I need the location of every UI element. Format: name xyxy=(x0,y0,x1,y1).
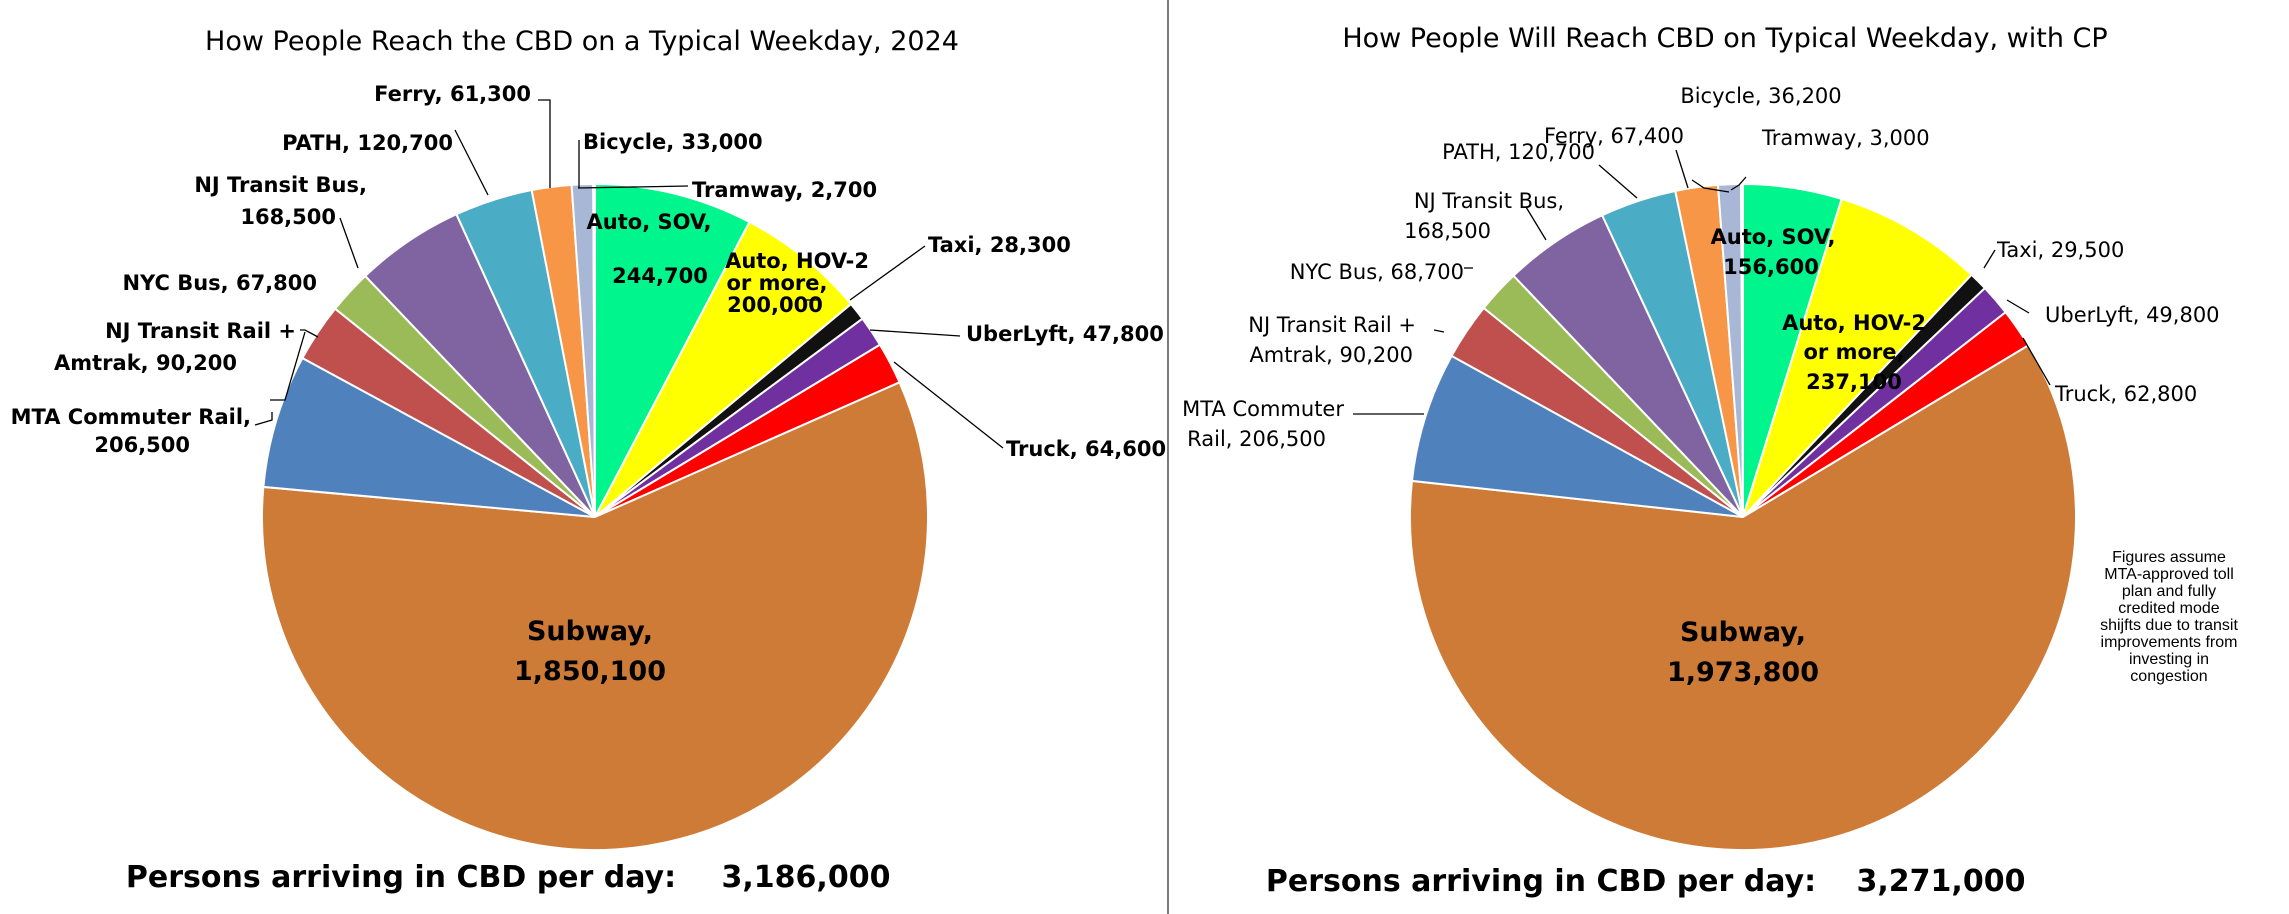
label-subway-value: 1,850,100 xyxy=(514,656,666,687)
pie-chart-cp: How People Will Reach CBD on Typical Wee… xyxy=(1182,23,2238,899)
label-subway-value: 1,973,800 xyxy=(1667,657,1819,688)
chart-panel-2024: How People Reach the CBD on a Typical We… xyxy=(11,26,1166,895)
label-truck: Truck, 62,800 xyxy=(2054,382,2197,406)
leader-ferry xyxy=(538,99,551,188)
label-njbus-line2: 168,500 xyxy=(240,205,336,229)
note-line: MTA-approved toll xyxy=(2104,566,2234,583)
leader-truck xyxy=(893,361,1004,449)
label-hov-line1: Auto, HOV-2 xyxy=(725,249,869,273)
pie-slices xyxy=(261,182,929,851)
label-nycbus: NYC Bus, 68,700 xyxy=(1290,260,1464,284)
label-bicycle: Bicycle, 33,000 xyxy=(583,130,763,154)
label-njrail-line1: NJ Transit Rail + xyxy=(105,319,296,343)
leader-lines xyxy=(1353,149,2051,415)
label-sov-value: 244,700 xyxy=(612,264,708,288)
note-line: Figures assume xyxy=(2112,549,2226,566)
label-hov-line2: or more, xyxy=(727,271,828,295)
label-hov-line2: or more, xyxy=(1804,340,1905,364)
label-truck: Truck, 64,600 xyxy=(1006,437,1166,461)
label-taxi: Taxi, 28,300 xyxy=(928,233,1071,257)
note-line: credited mode xyxy=(2118,600,2219,617)
leader-ferry xyxy=(1675,149,1689,189)
pie-slice-auto-hov-2-or-more xyxy=(594,220,853,518)
total-value: 3,271,000 xyxy=(1857,864,2026,899)
label-sov-value: 156,600 xyxy=(1723,255,1819,279)
leader-path xyxy=(1598,164,1638,199)
label-njbus-line2: 168,500 xyxy=(1404,219,1491,243)
label-tramway: Tramway, 3,000 xyxy=(1761,126,1930,150)
leader-tramway xyxy=(1691,179,1730,193)
label-tramway: Tramway, 2,700 xyxy=(692,178,877,202)
label-mta-line1: MTA Commuter Rail, xyxy=(11,405,251,429)
label-subway: Subway, xyxy=(1680,617,1806,648)
label-hov-line3: 200,000 xyxy=(727,293,823,317)
note-line: shijfts due to transit xyxy=(2100,617,2238,634)
leader-njbus xyxy=(1525,206,1547,241)
label-subway: Subway, xyxy=(527,616,653,647)
pie-slice-mta-commuter-rail xyxy=(262,356,596,518)
note-line: investing in xyxy=(2129,651,2209,668)
pie-slice-auto-sov xyxy=(594,182,751,518)
leader-njbus xyxy=(339,217,359,269)
label-njrail-line2: Amtrak, 90,200 xyxy=(1249,343,1413,367)
note-line: congestion xyxy=(2130,668,2207,685)
label-sov: Auto, SOV, xyxy=(1711,225,1836,249)
leader-bicycle xyxy=(1730,176,1747,191)
panel-divider xyxy=(1167,0,1169,914)
leader-taxi xyxy=(849,245,926,301)
total-value: 3,186,000 xyxy=(722,860,891,895)
label-taxi: Taxi, 29,500 xyxy=(1996,238,2124,262)
leader-uber xyxy=(869,329,961,337)
label-ferry: Ferry, 67,400 xyxy=(1544,124,1684,148)
leader-path xyxy=(454,129,489,196)
label-mta-line1: MTA Commuter xyxy=(1182,397,1344,421)
label-mta-line2: 206,500 xyxy=(94,433,190,457)
total-caption: Persons arriving in CBD per day: xyxy=(1266,864,1816,899)
chart-panel-cp: How People Will Reach CBD on Typical Wee… xyxy=(1169,0,2289,914)
leader-nycbus xyxy=(300,329,319,338)
label-path: PATH, 120,700 xyxy=(282,131,453,155)
label-hov-line1: Auto, HOV-2 xyxy=(1782,311,1926,335)
label-njrail-line1: NJ Transit Rail + xyxy=(1248,313,1416,337)
label-sov: Auto, SOV, xyxy=(587,210,712,234)
leader-njrail xyxy=(1433,329,1445,333)
leader-uber xyxy=(2006,299,2030,314)
chart-title: How People Reach the CBD on a Typical We… xyxy=(205,26,959,57)
pie-slices xyxy=(1409,182,2078,851)
pie-slice-subway xyxy=(1409,343,2078,851)
label-path: PATH, 120,700 xyxy=(1442,140,1595,164)
note-line: plan and fully xyxy=(2122,583,2216,600)
label-nycbus: NYC Bus, 67,800 xyxy=(122,271,317,295)
label-hov-line3: 237,100 xyxy=(1806,370,1902,394)
pie-slice-tramway xyxy=(592,182,596,518)
total-caption: Persons arriving in CBD per day: xyxy=(126,860,676,895)
leader-truck xyxy=(2022,337,2051,386)
label-mta-line2: Rail, 206,500 xyxy=(1187,427,1326,451)
chart-title: How People Will Reach CBD on Typical Wee… xyxy=(1342,23,2107,54)
pie-slice-tramway xyxy=(1740,182,1744,518)
label-uberlyft: UberLyft, 49,800 xyxy=(2045,303,2220,327)
leader-tramway xyxy=(577,185,689,189)
label-ferry: Ferry, 61,300 xyxy=(374,82,531,106)
pie-slice-mta-commuter-rail xyxy=(1410,354,1744,518)
pie-slice-auto-hov-2-or-more xyxy=(1742,197,1973,518)
label-njbus-line1: NJ Transit Bus, xyxy=(1414,189,1564,213)
note-line: improvements from xyxy=(2101,634,2238,651)
label-njrail-line2: Amtrak, 90,200 xyxy=(54,351,237,375)
leader-mta xyxy=(254,412,273,426)
pie-slice-subway xyxy=(261,380,929,851)
label-njbus-line1: NJ Transit Bus, xyxy=(194,173,367,197)
pie-chart-2024: How People Reach the CBD on a Typical We… xyxy=(11,26,1166,895)
leader-njrail xyxy=(270,331,306,401)
leader-lines xyxy=(254,99,1004,449)
leader-taxi xyxy=(1983,249,1996,269)
label-uberlyft: UberLyft, 47,800 xyxy=(966,322,1164,346)
label-bicycle: Bicycle, 36,200 xyxy=(1680,84,1841,108)
